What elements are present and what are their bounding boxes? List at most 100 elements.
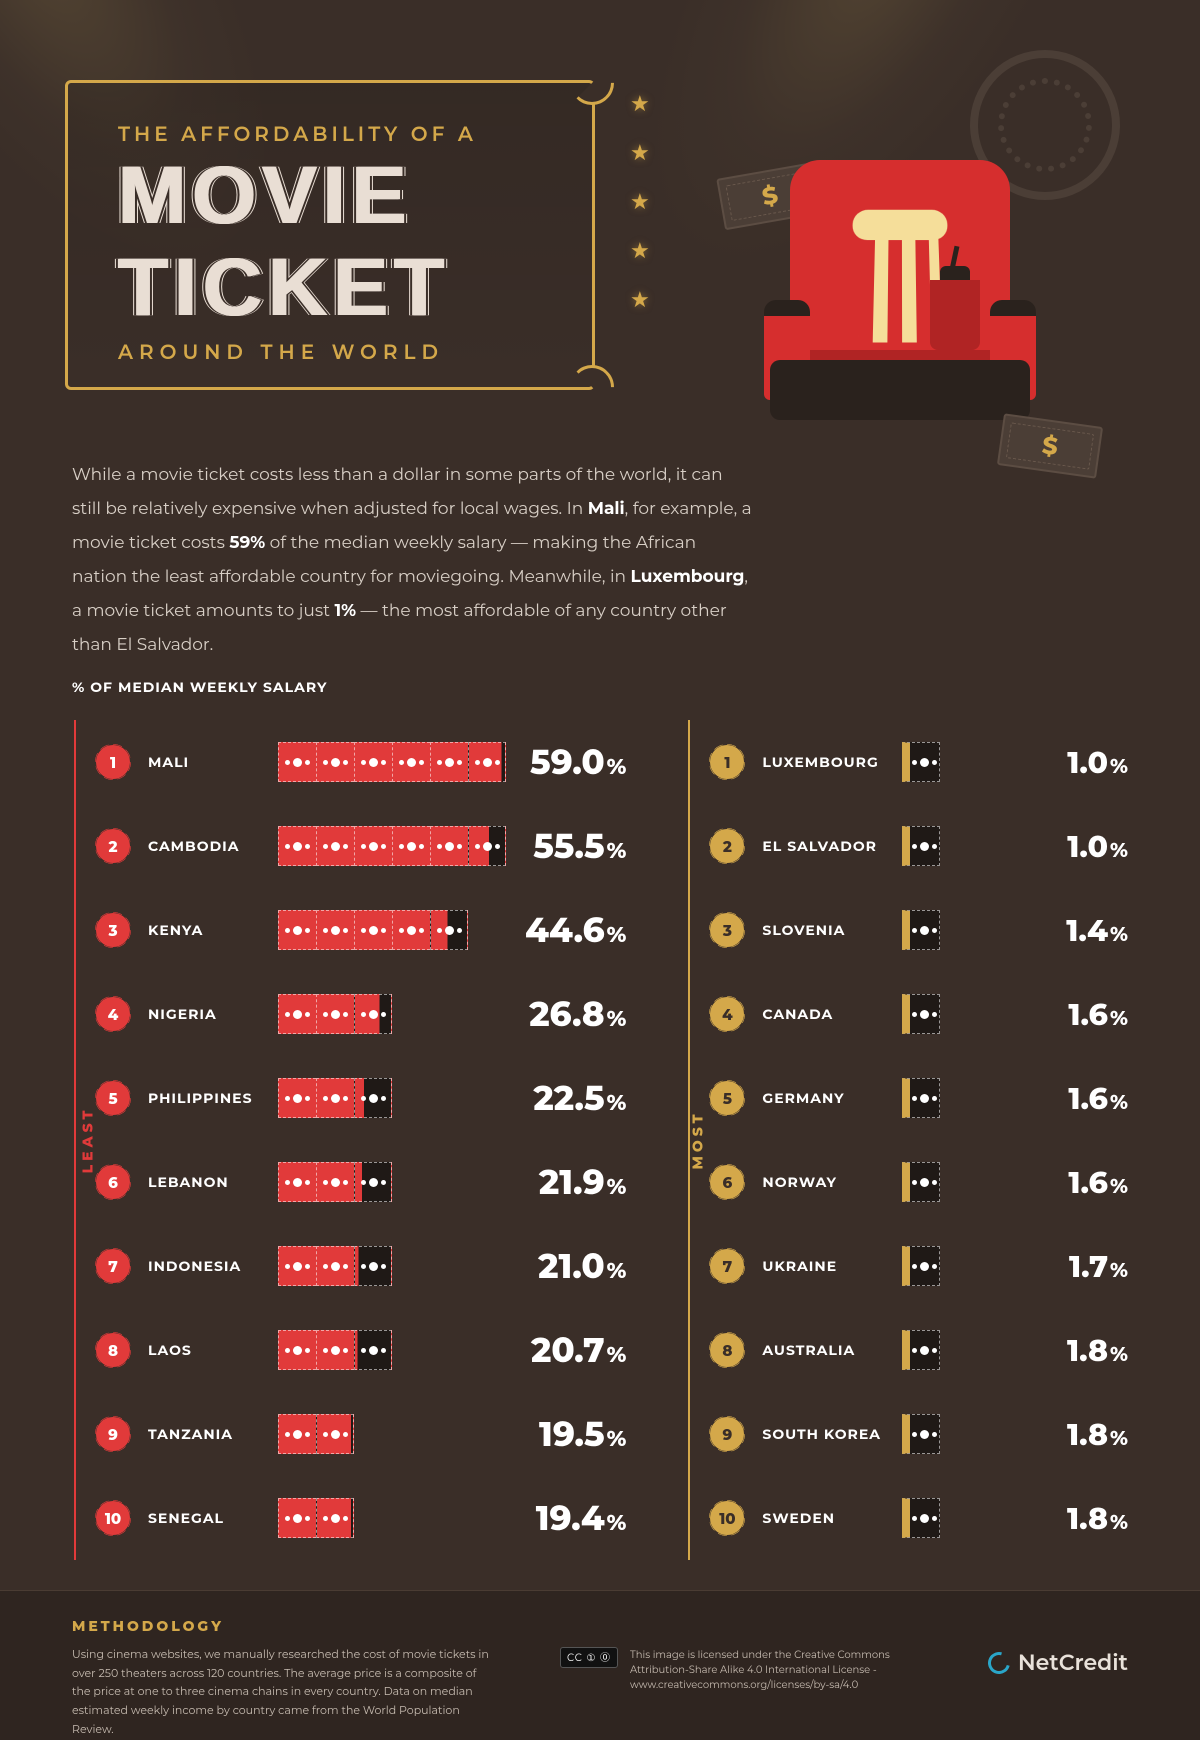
banknote-icon [392,910,430,950]
bar-wrap [902,994,1044,1034]
star-icon: ★ [630,286,650,313]
country-name: LEBANON [148,1173,278,1191]
percent-value: 1.7% [1069,1248,1128,1285]
percent-value: 1.0% [1067,828,1128,865]
banknote-bar [902,826,940,866]
rank-badge: 2 [710,829,744,863]
banknote-icon [316,742,354,782]
banknote-icon [316,1330,354,1370]
banknote-bar [902,994,940,1034]
banknote-icon [278,1498,316,1538]
percent-value: 1.8% [1067,1332,1128,1369]
side-label-most: MOST [689,1110,707,1169]
banknote-bar [902,910,940,950]
percent-value: 1.4% [1066,912,1128,949]
list-row: 7INDONESIA21.0% [72,1224,626,1308]
list-row: 9SOUTH KOREA1.8% [686,1392,1128,1476]
rank-badge: 5 [710,1081,744,1115]
bar-wrap [278,1498,512,1538]
country-name: UKRAINE [762,1257,902,1275]
bar-wrap [902,1330,1043,1370]
country-name: SENEGAL [148,1509,278,1527]
list-row: 2CAMBODIA55.5% [72,804,626,888]
banknote-icon [278,1330,316,1370]
brand-name: NetCredit [1018,1649,1128,1676]
banknote-icon [316,1414,354,1454]
title-line2: TICKET [118,249,542,327]
title-post: AROUND THE WORLD [118,341,542,365]
percent-value: 21.0% [538,1245,626,1287]
rank-badge: 7 [96,1249,130,1283]
banknote-icon [354,1162,392,1202]
title-pre: THE AFFORDABILITY OF A [118,123,542,147]
banknote-bar [902,1246,940,1286]
banknote-bar [278,1078,392,1118]
banknote-bar [902,1078,940,1118]
intro-paragraph: While a movie ticket costs less than a d… [72,458,752,662]
banknote-icon [278,1078,316,1118]
title-line1: MOVIE [118,157,542,235]
banknote-icon [430,826,468,866]
banknote-bar [278,1330,392,1370]
banknote-icon [278,1162,316,1202]
percent-value: 59.0% [530,741,626,783]
banknote-icon [430,910,468,950]
percent-value: 20.7% [531,1329,626,1371]
country-name: GERMANY [762,1089,902,1107]
rank-badge: 8 [710,1333,744,1367]
bar-wrap [902,1414,1043,1454]
methodology-text: Using cinema websites, we manually resea… [72,1645,492,1738]
rank-badge: 2 [96,829,130,863]
list-row: 4CANADA1.6% [686,972,1128,1056]
banknote-icon [902,742,940,782]
country-name: AUSTRALIA [762,1341,902,1359]
rank-badge: 10 [710,1501,744,1535]
stars-column: ★ ★ ★ ★ ★ [630,90,650,313]
list-row: 4NIGERIA26.8% [72,972,626,1056]
list-row: 10SENEGAL19.4% [72,1476,626,1560]
list-row: 6NORWAY1.6% [686,1140,1128,1224]
percent-value: 1.6% [1068,996,1128,1033]
rank-badge: 1 [710,745,744,779]
rank-badge: 7 [710,1249,744,1283]
percent-value: 1.8% [1067,1500,1128,1537]
banknote-icon [316,826,354,866]
bar-wrap [278,910,501,950]
footer: METHODOLOGY Using cinema websites, we ma… [0,1590,1200,1740]
banknote-icon [354,1246,392,1286]
cc-badge-icon: CC ① ⓪ [560,1647,618,1668]
columns-container: LEAST 1MALI59.0%2CAMBODIA55.5%3KENYA44.6… [72,720,1128,1560]
country-name: SOUTH KOREA [762,1425,902,1443]
banknote-icon [354,994,392,1034]
banknote-icon [430,742,468,782]
percent-value: 1.6% [1068,1080,1128,1117]
country-name: NORWAY [762,1173,902,1191]
methodology-title: METHODOLOGY [72,1617,1128,1635]
cinema-illustration: $ $ [700,40,1120,460]
banknote-icon [902,910,940,950]
bar-wrap [278,1246,514,1286]
banknote-bar [278,1414,354,1454]
bar-wrap [278,994,505,1034]
banknote-icon [354,1078,392,1118]
list-row: 9TANZANIA19.5% [72,1392,626,1476]
rank-badge: 6 [710,1165,744,1199]
country-name: CAMBODIA [148,837,278,855]
banknote-icon [354,826,392,866]
star-icon: ★ [630,139,650,166]
star-icon: ★ [630,237,650,264]
banknote-icon [278,1246,316,1286]
banknote-icon [316,1246,354,1286]
soda-cup-icon [930,280,980,350]
rank-badge: 9 [710,1417,744,1451]
list-row: 3SLOVENIA1.4% [686,888,1128,972]
list-row: 5 GERMANY 1.6% [686,1056,1128,1140]
banknote-icon [902,1162,940,1202]
list-row: 8 AUSTRALIA 1.8% [686,1308,1128,1392]
license-block: CC ① ⓪ This image is licensed under the … [560,1647,900,1692]
bar-wrap [278,742,506,782]
bar-wrap [278,1414,515,1454]
chair-seat [770,360,1030,420]
dollar-bill-icon: $ [997,413,1103,478]
bar-wrap [278,1162,515,1202]
